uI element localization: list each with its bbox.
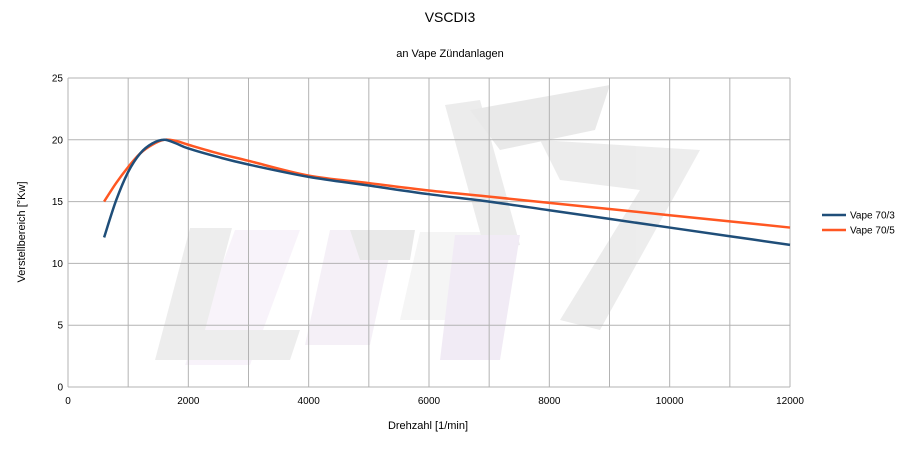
y-tick-label: 5 xyxy=(57,321,63,332)
chart-title: VSCDI3 xyxy=(425,9,476,25)
y-axis-label: Verstellbereich [°Kw] xyxy=(16,182,28,283)
plot-area: 0 5 10 15 20 25 0 2000 4000 6000 8000 10000 12000 xyxy=(52,74,804,408)
x-axis-label: Drehzahl [1/min] xyxy=(388,420,468,432)
x-tick-label: 4000 xyxy=(298,396,321,407)
legend-label-2: Vape 70/5 xyxy=(850,226,895,237)
y-tick-label: 10 xyxy=(52,259,64,270)
legend: Vape 70/3 Vape 70/5 xyxy=(822,211,895,237)
series-line-1 xyxy=(102,138,791,247)
x-tick-label: 6000 xyxy=(418,396,441,407)
x-tick-label: 2000 xyxy=(177,396,200,407)
x-tick-label: 12000 xyxy=(776,396,804,407)
y-tick-label: 15 xyxy=(52,197,64,208)
chart-subtitle: an Vape Zündanlagen xyxy=(396,48,503,60)
x-tick-label: 8000 xyxy=(538,396,561,407)
y-tick-label: 25 xyxy=(52,74,64,85)
legend-label-1: Vape 70/3 xyxy=(850,211,895,222)
y-tick-label: 0 xyxy=(57,383,63,394)
x-tick-label: 0 xyxy=(65,396,71,407)
x-tick-label: 10000 xyxy=(656,396,684,407)
watermark-logo xyxy=(155,85,700,365)
y-tick-label: 20 xyxy=(52,135,64,146)
